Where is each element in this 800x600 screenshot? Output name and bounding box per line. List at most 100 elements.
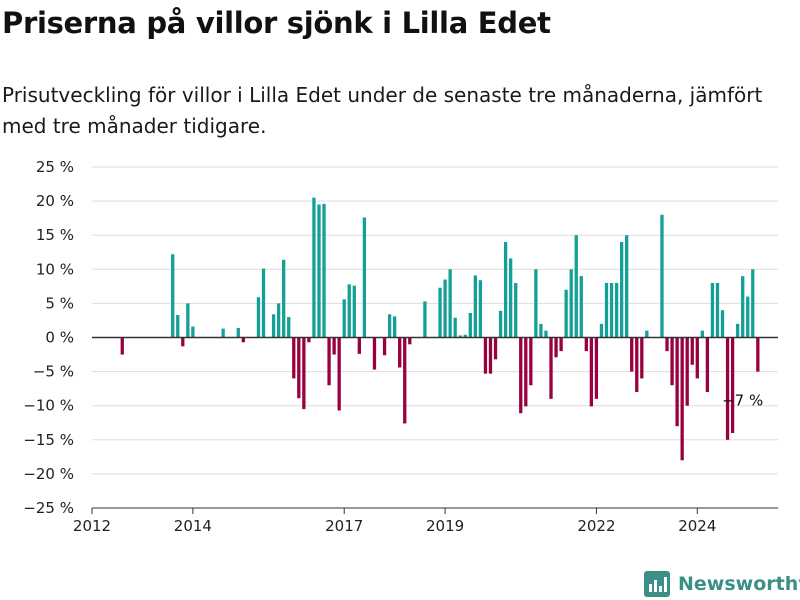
bar (458, 335, 462, 338)
x-tick-label: 2024 (678, 517, 716, 535)
x-tick-label: 2014 (174, 517, 212, 535)
chart-subtitle: Prisutveckling för villor i Lilla Edet u… (2, 83, 763, 138)
bar (594, 337, 599, 399)
bar (670, 337, 674, 386)
bar (327, 337, 331, 386)
bar (120, 337, 124, 355)
bar (307, 337, 311, 343)
bar (342, 299, 346, 338)
bar (730, 337, 735, 433)
bar (514, 282, 518, 338)
y-tick-label: 20 % (36, 192, 74, 210)
bar (544, 330, 548, 338)
bar (665, 337, 669, 352)
bar (443, 279, 447, 338)
bar (337, 337, 341, 411)
bar (403, 337, 407, 424)
bar (549, 337, 553, 399)
y-tick-label: 5 % (45, 294, 74, 312)
bar (478, 280, 483, 338)
bar (398, 337, 402, 368)
bar (700, 330, 704, 338)
bar (635, 337, 639, 393)
bar (423, 301, 427, 338)
y-tick-label: −10 % (23, 397, 74, 415)
bar (271, 314, 276, 338)
bar (498, 310, 503, 338)
bar (493, 337, 498, 360)
bar (579, 276, 583, 338)
x-tick-label: 2012 (73, 517, 111, 535)
y-tick-label: 10 % (36, 260, 74, 278)
bar (599, 323, 604, 338)
bar (675, 337, 679, 427)
bar (539, 323, 543, 338)
bar (473, 275, 478, 338)
bar (519, 337, 523, 414)
bar (357, 337, 361, 354)
bar (725, 337, 730, 440)
bar (468, 312, 472, 338)
bar (372, 337, 377, 370)
bar (574, 235, 578, 338)
bar (584, 337, 588, 352)
bar (741, 276, 745, 338)
bar (236, 327, 240, 338)
y-axis: 25 % 20 % 15 % 10 % 5 % 0 % −5 % −10 % −15 % −20 … (23, 158, 74, 517)
bar (680, 337, 684, 461)
brand-logo: Newsworthy (644, 568, 800, 600)
bar (529, 337, 533, 386)
x-axis: 2012 2014 2017 2019 2022 2024 (73, 507, 778, 535)
bar (645, 330, 649, 338)
bar (392, 316, 397, 338)
bar (241, 337, 245, 343)
bar (534, 269, 538, 338)
bar (261, 268, 266, 338)
bar (463, 334, 467, 338)
bar (625, 235, 629, 338)
bar (186, 303, 190, 338)
bar (614, 282, 619, 338)
bar (630, 337, 634, 372)
bar (604, 282, 609, 338)
bar (609, 282, 614, 338)
bar (746, 296, 750, 338)
bar (695, 337, 699, 379)
bar (720, 310, 725, 338)
y-tick-label: −5 % (33, 363, 74, 381)
bar (660, 214, 664, 338)
bar (705, 337, 710, 393)
bar (317, 204, 321, 338)
bar (408, 337, 412, 345)
bar (387, 314, 392, 338)
bar (256, 297, 261, 338)
bar (312, 197, 316, 338)
bar (488, 337, 493, 374)
y-tick-label: −25 % (23, 499, 74, 517)
bar (322, 203, 326, 338)
bar (362, 217, 367, 338)
brand-name: Newsworthy (678, 573, 800, 595)
bar (438, 287, 442, 338)
bars (120, 197, 760, 461)
x-tick-label: 2022 (577, 517, 615, 535)
bar (690, 337, 694, 365)
bar (276, 303, 281, 338)
bar (282, 259, 286, 338)
bar (483, 337, 488, 374)
y-tick-label: 25 % (36, 158, 74, 176)
y-tick-label: 0 % (45, 329, 74, 347)
bar (685, 337, 689, 406)
bar (756, 337, 760, 372)
newsworthy-logo-icon (644, 571, 670, 597)
bar (569, 269, 573, 338)
bar (559, 337, 563, 352)
bar (554, 337, 558, 358)
x-tick-label: 2019 (426, 517, 464, 535)
chart-title: Priserna på villor sjönk i Lilla Edet (2, 6, 551, 40)
bar (619, 242, 624, 338)
bar (287, 317, 291, 338)
bar (751, 269, 755, 338)
bar (503, 242, 508, 338)
last-value-annotation: −7 % (722, 392, 763, 410)
